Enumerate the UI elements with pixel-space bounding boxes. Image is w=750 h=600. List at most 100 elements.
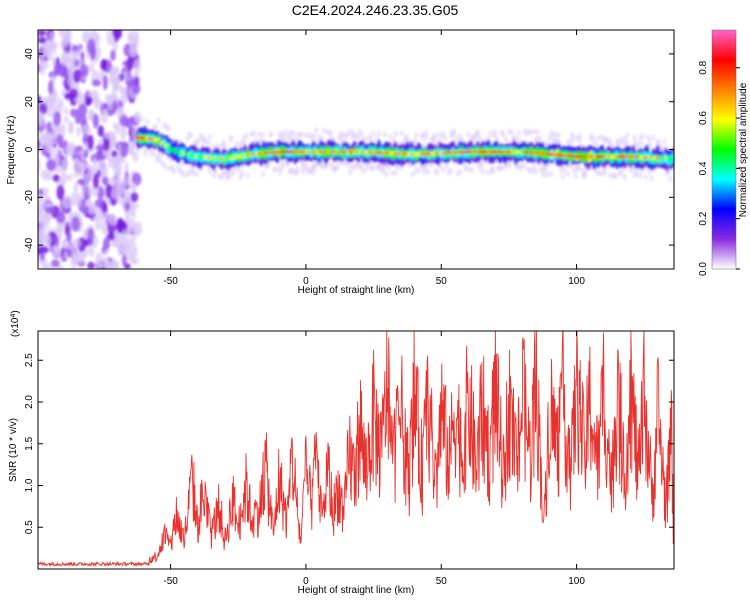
noise-blob xyxy=(38,188,44,197)
noise-blob xyxy=(80,183,86,195)
ridge-halo xyxy=(469,166,474,173)
noise-blob xyxy=(102,237,111,250)
ridge-halo xyxy=(179,160,184,167)
ridge-halo xyxy=(480,168,485,175)
noise-blob xyxy=(130,182,137,189)
ridge-halo xyxy=(196,137,201,144)
noise-blob xyxy=(83,173,90,188)
noise-blob xyxy=(87,227,95,242)
ridge-halo xyxy=(488,130,493,137)
ridge-halo xyxy=(556,131,561,138)
snr-background xyxy=(38,331,674,569)
ridge-halo xyxy=(143,150,148,157)
ridge-halo xyxy=(136,147,141,154)
ridge-halo xyxy=(507,162,512,169)
noise-blob xyxy=(123,237,132,253)
ridge-halo xyxy=(416,166,421,173)
noise-blob xyxy=(133,111,141,124)
ridge-halo xyxy=(348,168,353,175)
ridge-halo xyxy=(380,164,385,171)
noise-blob xyxy=(95,144,106,152)
noise-blob xyxy=(67,243,75,251)
ridge-halo xyxy=(516,130,521,137)
noise-blob xyxy=(115,125,120,135)
ridge-halo xyxy=(424,164,429,171)
ridge-halo xyxy=(166,165,171,172)
ridge-halo xyxy=(509,129,514,136)
noise-blob xyxy=(46,159,56,171)
ridge-halo xyxy=(539,166,544,173)
ridge-halo xyxy=(503,136,508,143)
ridge-core xyxy=(670,157,674,161)
ridge-halo xyxy=(156,117,161,124)
ridge-halo xyxy=(282,129,287,136)
noise-blob xyxy=(112,30,122,39)
noise-blob xyxy=(87,134,94,151)
noise-blob xyxy=(73,181,79,194)
noise-blob xyxy=(130,257,136,264)
x-tick-label: -50 xyxy=(163,276,178,287)
ridge-halo xyxy=(189,131,194,138)
ridge-halo xyxy=(479,162,484,169)
ridge-halo xyxy=(257,131,262,138)
noise-blob xyxy=(131,172,142,186)
noise-blob xyxy=(63,115,69,124)
ridge-halo xyxy=(230,170,235,177)
ridge-halo xyxy=(280,164,285,171)
noise-blob xyxy=(87,243,95,258)
noise-blob xyxy=(101,211,109,219)
noise-blob xyxy=(99,109,109,124)
ridge-halo xyxy=(497,164,502,171)
noise-blob xyxy=(79,64,89,78)
noise-blob xyxy=(92,173,100,189)
noise-blob xyxy=(94,32,101,46)
noise-blob xyxy=(131,204,136,220)
ridge-halo xyxy=(662,138,667,145)
noise-blob xyxy=(98,159,106,171)
ridge-halo xyxy=(435,170,440,177)
noise-blob xyxy=(66,174,73,181)
colorbar-frame xyxy=(711,29,737,270)
noise-blob xyxy=(102,138,110,152)
ridge-halo xyxy=(414,131,419,138)
ridge-halo xyxy=(657,138,662,145)
noise-blob xyxy=(126,225,132,238)
noise-blob xyxy=(127,30,138,40)
ridge-halo xyxy=(435,131,440,138)
ridge-halo xyxy=(551,130,556,137)
ridge-halo xyxy=(166,125,171,132)
ridge-halo xyxy=(556,138,561,145)
y-tick-label: 0 xyxy=(24,146,35,152)
ridge-halo xyxy=(384,171,389,178)
noise-blob xyxy=(70,108,77,118)
noise-blob xyxy=(88,63,95,72)
ridge-halo xyxy=(621,140,626,147)
ridge-halo xyxy=(623,173,628,180)
snr-y-multiplier: (x104) xyxy=(10,310,22,337)
noise-blob xyxy=(105,183,112,199)
ridge-halo xyxy=(365,164,370,171)
ridge-halo xyxy=(393,170,398,177)
y-tick-label: 0.5 xyxy=(24,520,35,534)
y-tick-label: 1.5 xyxy=(24,436,35,450)
noise-blob xyxy=(94,218,102,231)
noise-blob xyxy=(44,40,54,56)
ridge-halo xyxy=(268,131,273,138)
noise-blob xyxy=(48,79,54,95)
ridge-halo xyxy=(145,118,150,125)
ridge-halo xyxy=(638,172,643,179)
noise-blob xyxy=(55,211,66,224)
noise-blob xyxy=(38,158,41,174)
noise-blob xyxy=(94,198,104,208)
ridge-halo xyxy=(596,135,601,142)
snr-frame xyxy=(37,330,675,570)
ridge-halo xyxy=(545,171,550,178)
noise-blob xyxy=(125,79,131,86)
ridge-halo xyxy=(242,140,247,147)
ridge-halo xyxy=(558,166,563,173)
ridge-halo xyxy=(194,170,199,177)
ridge-halo xyxy=(613,173,618,180)
spectrogram-ticks: -50 0 50 100 -40 -20 0 20 40 xyxy=(24,30,674,287)
noise-blob xyxy=(126,56,134,71)
snr-series xyxy=(38,331,674,568)
